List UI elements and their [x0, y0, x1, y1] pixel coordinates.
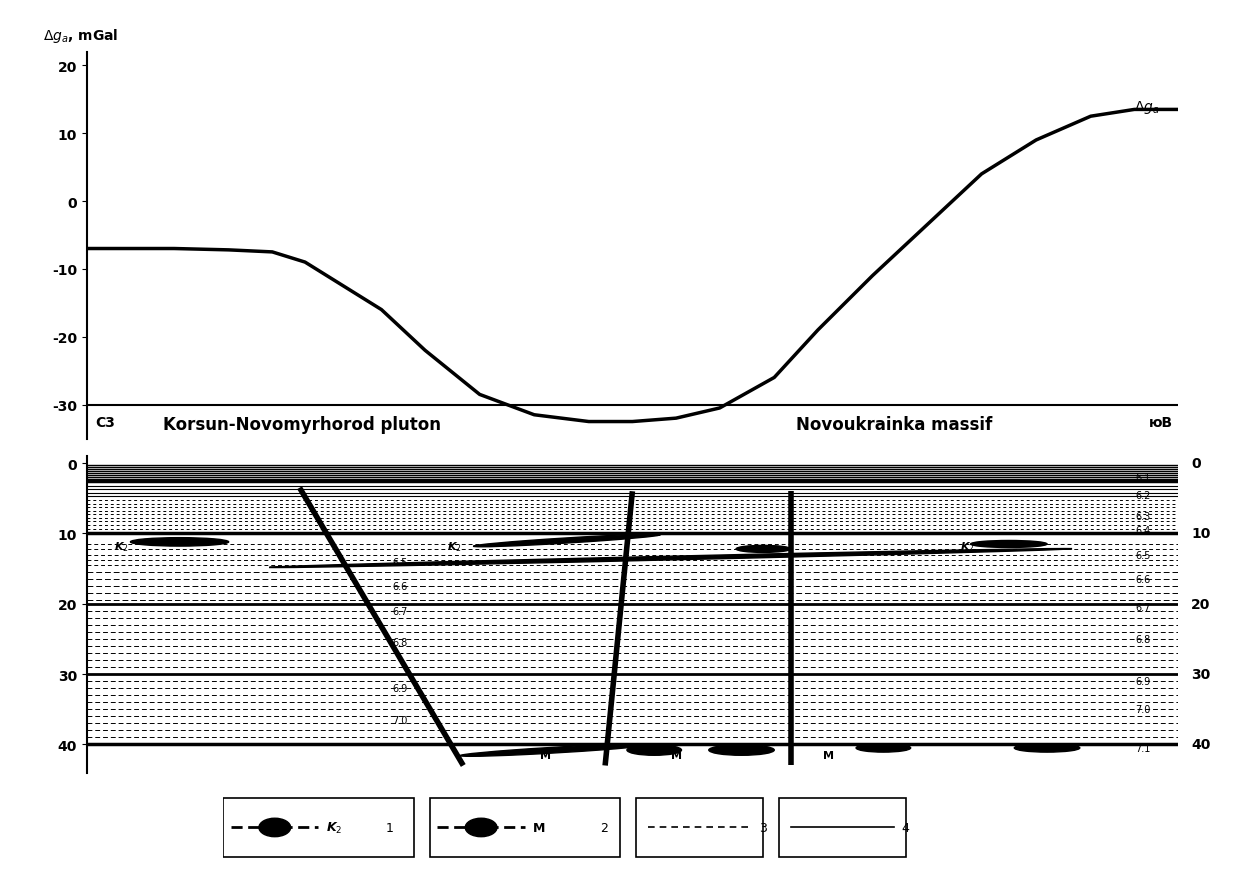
Ellipse shape: [709, 745, 774, 755]
Ellipse shape: [627, 745, 682, 755]
Text: 6.9: 6.9: [392, 683, 408, 694]
Ellipse shape: [130, 538, 228, 546]
Ellipse shape: [856, 744, 910, 752]
Text: 6.8: 6.8: [392, 637, 408, 648]
Text: 6.5: 6.5: [1136, 550, 1151, 560]
Ellipse shape: [737, 546, 791, 553]
Text: K$_2$: K$_2$: [446, 540, 461, 553]
Text: 6.5: 6.5: [392, 557, 408, 567]
Text: 6.8: 6.8: [1136, 634, 1151, 644]
Text: юB: юB: [1148, 415, 1173, 429]
Ellipse shape: [268, 549, 1073, 568]
Text: 7.1: 7.1: [1136, 743, 1151, 753]
Ellipse shape: [465, 818, 497, 837]
Text: 6.6: 6.6: [1136, 574, 1151, 585]
Text: C3: C3: [95, 415, 115, 429]
Text: 6.1: 6.1: [1136, 472, 1151, 483]
Text: 6.7: 6.7: [392, 606, 408, 616]
Text: $\Delta g_a$, mGal: $\Delta g_a$, mGal: [43, 27, 119, 45]
Text: 30: 30: [1192, 667, 1210, 681]
Text: 0: 0: [1192, 457, 1200, 471]
Text: Korsun-Novomyrhorod pluton: Korsun-Novomyrhorod pluton: [164, 415, 441, 433]
Ellipse shape: [1014, 744, 1080, 752]
Text: M: M: [823, 750, 835, 760]
Text: 6.3: 6.3: [1136, 511, 1151, 522]
Text: 7.0: 7.0: [392, 715, 408, 725]
Text: Novoukrainka massif: Novoukrainka massif: [796, 415, 992, 433]
Text: 1: 1: [386, 821, 394, 834]
Text: M: M: [671, 750, 682, 760]
Text: 6.2: 6.2: [1136, 490, 1151, 500]
Text: 40: 40: [1192, 738, 1210, 752]
Ellipse shape: [460, 744, 652, 757]
Text: 6.7: 6.7: [1136, 602, 1151, 613]
Ellipse shape: [474, 535, 661, 547]
Ellipse shape: [971, 541, 1047, 548]
Text: M: M: [533, 821, 546, 834]
Text: K$_2$: K$_2$: [960, 540, 975, 553]
Text: 3: 3: [759, 821, 766, 834]
Text: $\Delta g_a$: $\Delta g_a$: [1135, 99, 1159, 116]
Text: 6.9: 6.9: [1136, 676, 1151, 687]
Text: K$_2$: K$_2$: [326, 820, 342, 835]
Text: M: M: [539, 750, 551, 760]
Ellipse shape: [259, 818, 290, 837]
Text: 6.4: 6.4: [1136, 525, 1151, 536]
Text: K$_2$: K$_2$: [114, 540, 129, 553]
Text: 2: 2: [600, 821, 608, 834]
Text: 20: 20: [1192, 597, 1210, 611]
Text: 7.0: 7.0: [1136, 704, 1151, 715]
Text: 6.6: 6.6: [392, 581, 408, 592]
Text: 10: 10: [1192, 527, 1210, 541]
Text: 4: 4: [901, 821, 910, 834]
